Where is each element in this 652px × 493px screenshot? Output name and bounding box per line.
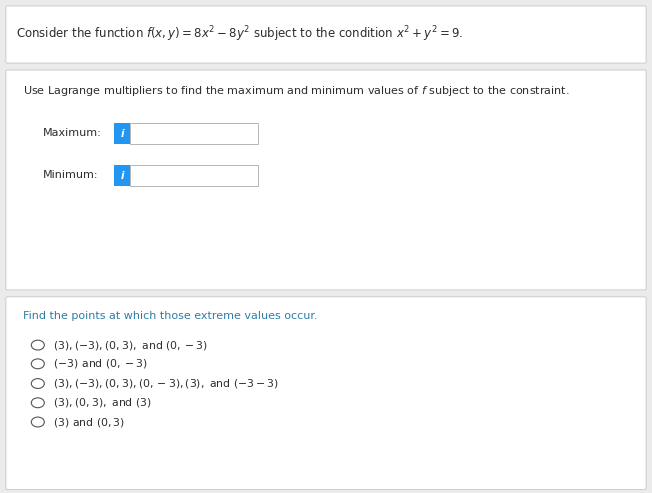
Circle shape: [31, 417, 44, 427]
Text: $(3), (-3), (0, 3),$ and $(0, - 3)$: $(3), (-3), (0, 3),$ and $(0, - 3)$: [50, 339, 207, 352]
FancyBboxPatch shape: [114, 165, 130, 186]
Text: Maximum:: Maximum:: [42, 128, 101, 138]
FancyBboxPatch shape: [6, 297, 646, 490]
FancyBboxPatch shape: [114, 123, 130, 144]
Text: Consider the function $f(x, y) = 8x^2 - 8y^2$ subject to the condition $x^2 + y^: Consider the function $f(x, y) = 8x^2 - …: [16, 25, 464, 44]
Text: $(3), (-3), (0, 3), (0, - 3), (3),$ and $(-3 - 3)$: $(3), (-3), (0, 3), (0, - 3), (3),$ and …: [50, 377, 278, 390]
FancyBboxPatch shape: [130, 165, 258, 186]
Text: $(3), (0,3),$ and $(3)$: $(3), (0,3),$ and $(3)$: [50, 396, 151, 409]
Text: i: i: [121, 171, 124, 180]
Text: Use Lagrange multipliers to find the maximum and minimum values of $f$ subject t: Use Lagrange multipliers to find the max…: [23, 84, 569, 98]
Circle shape: [31, 398, 44, 408]
FancyBboxPatch shape: [6, 6, 646, 63]
Text: Find the points at which those extreme values occur.: Find the points at which those extreme v…: [23, 311, 318, 320]
Text: Minimum:: Minimum:: [42, 170, 98, 180]
Circle shape: [31, 379, 44, 388]
Circle shape: [31, 340, 44, 350]
Text: i: i: [121, 129, 124, 139]
Text: $(3)$ and $(0, 3)$: $(3)$ and $(0, 3)$: [50, 416, 125, 428]
Text: $(-3)$ and $(0, - 3)$: $(-3)$ and $(0, - 3)$: [50, 357, 147, 370]
FancyBboxPatch shape: [130, 123, 258, 144]
Circle shape: [31, 359, 44, 369]
FancyBboxPatch shape: [6, 70, 646, 290]
